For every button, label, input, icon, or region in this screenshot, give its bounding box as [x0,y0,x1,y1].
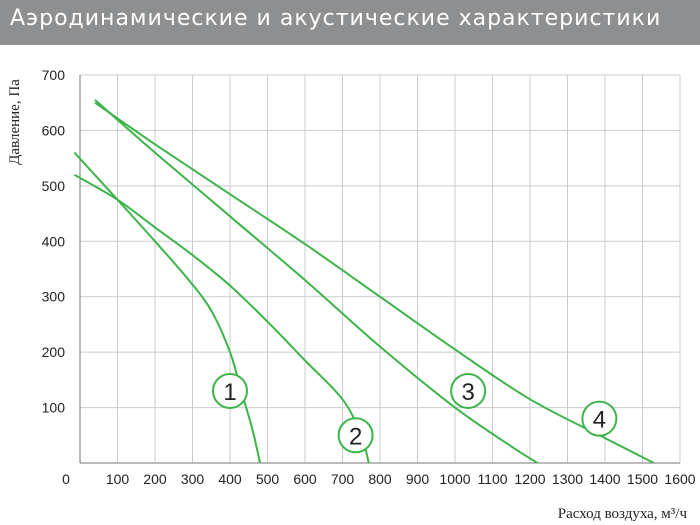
y-tick-label-200: 200 [42,344,66,360]
y-tick-label-600: 600 [42,122,66,138]
curve-marker-label-2: 2 [349,423,362,450]
curve-marker-label-1: 1 [223,379,236,406]
curve-marker-circle-4 [581,400,618,437]
y-tick-label-300: 300 [42,289,66,305]
y-tick-label-400: 400 [42,233,66,249]
x-tick-label-500: 500 [256,471,280,487]
header-bar: Аэродинамические и акустические характер… [0,0,700,45]
x-tick-label-300: 300 [181,471,205,487]
series-line-3 [94,99,539,463]
y-tick-label-500: 500 [42,178,66,194]
series-line-4 [94,101,655,463]
x-tick-label-0: 0 [62,471,70,487]
x-tick-label-1600: 1600 [664,471,695,487]
x-tick-label-400: 400 [218,471,242,487]
x-tick-label-1200: 1200 [514,471,545,487]
x-tick-label-800: 800 [368,471,392,487]
x-tick-label-1100: 1100 [477,471,507,487]
x-tick-label-1000: 1000 [439,471,470,487]
x-tick-label-900: 900 [406,471,430,487]
x-tick-label-600: 600 [293,471,317,487]
series-line-2 [73,173,370,463]
curve-marker-circle-2 [337,417,374,454]
x-tick-label-1300: 1300 [552,471,583,487]
y-tick-label-700: 700 [42,67,66,83]
x-tick-label-1500: 1500 [627,471,658,487]
curve-marker-circle-1 [212,372,248,409]
curve-marker-label-3: 3 [461,379,474,406]
curve-marker-circle-3 [450,372,487,409]
x-tick-label-1400: 1400 [589,471,620,487]
series-line-1 [73,151,261,463]
page-title: Аэродинамические и акустические характер… [10,6,662,31]
x-tick-label-200: 200 [143,471,167,487]
x-tick-label-700: 700 [331,471,355,487]
curve-marker-label-4: 4 [593,407,606,434]
y-tick-label-100: 100 [42,400,66,416]
x-axis-title: Расход воздуха, м³/ч [558,506,688,522]
y-axis-title: Давление, Па [7,79,23,165]
x-tick-label-100: 100 [106,471,130,487]
